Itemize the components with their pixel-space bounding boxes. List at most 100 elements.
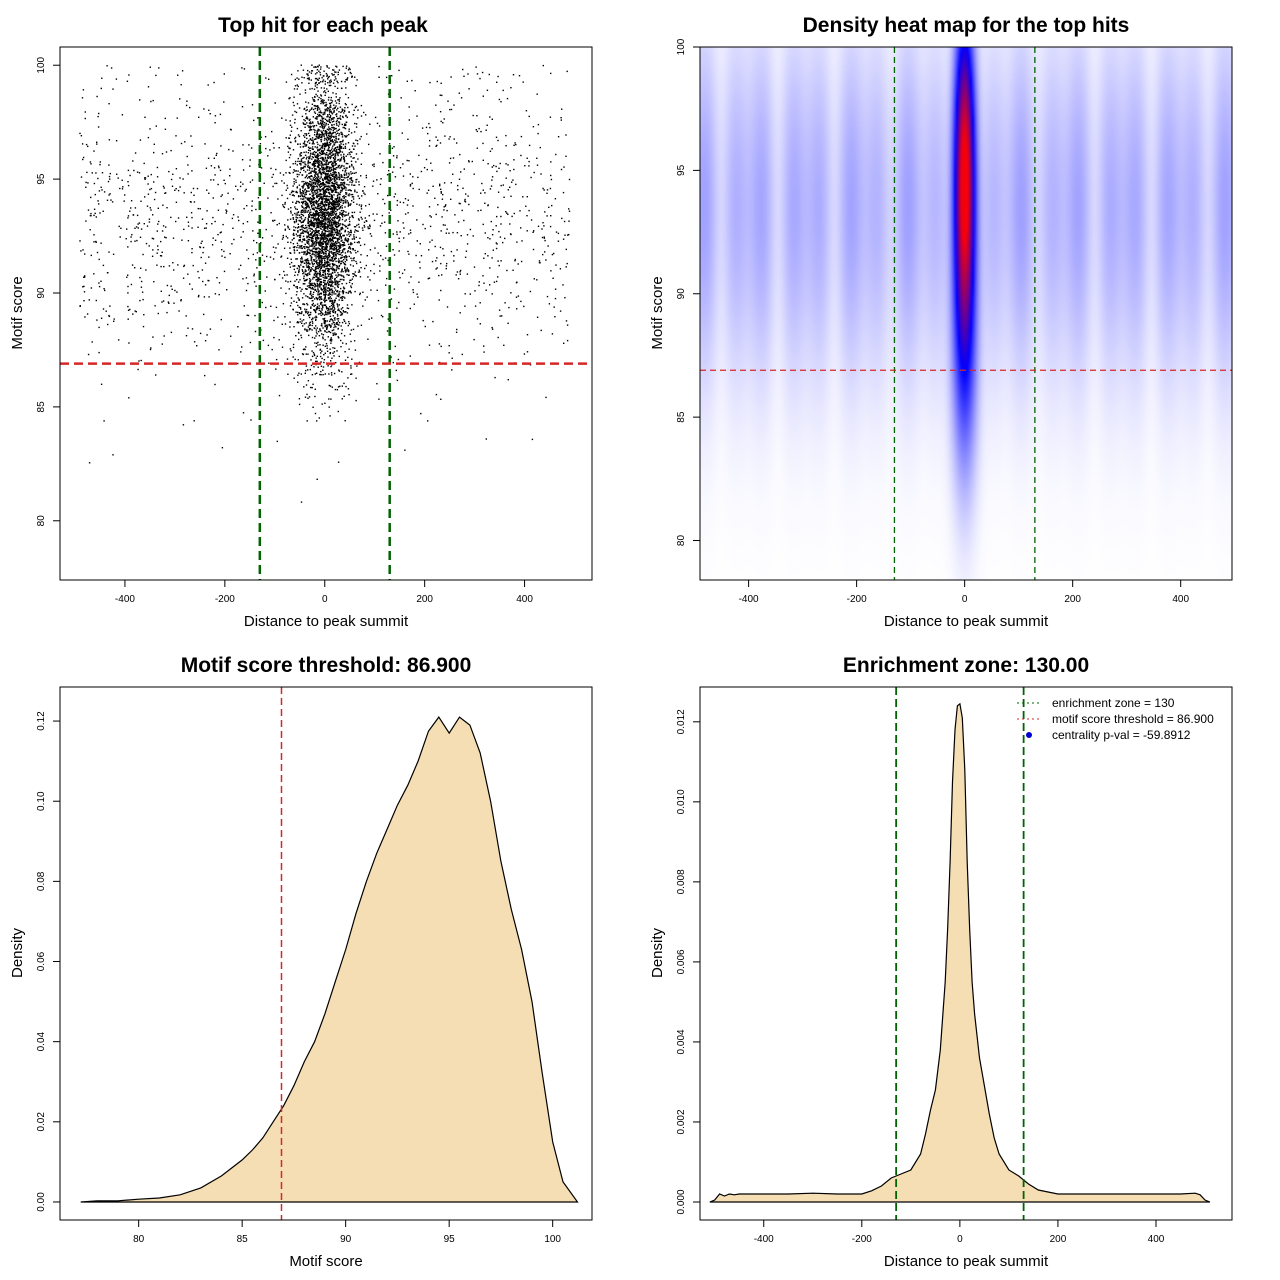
scatter-point <box>334 171 336 173</box>
scatter-point <box>297 230 299 232</box>
scatter-point <box>322 187 325 189</box>
scatter-point <box>316 224 318 227</box>
scatter-point <box>353 241 356 244</box>
scatter-point <box>322 223 324 225</box>
scatter-point <box>337 132 339 134</box>
scatter-point <box>304 251 306 253</box>
scatter-point <box>315 345 317 348</box>
scatter-point <box>537 225 540 227</box>
scatter-point <box>296 258 298 260</box>
scatter-point <box>264 290 266 292</box>
scatter-point <box>287 225 289 227</box>
scatter-point <box>408 233 410 235</box>
scatter-point <box>324 272 326 274</box>
scatter-point <box>301 206 304 208</box>
scatter-point <box>315 318 317 320</box>
scatter-point <box>318 273 321 276</box>
scatter-point <box>326 327 328 329</box>
scatter-point <box>305 295 307 297</box>
scatter-point <box>137 223 139 225</box>
scatter-point <box>325 226 328 228</box>
scatter-point <box>354 349 357 351</box>
scatter-point <box>321 200 324 203</box>
scatter-point <box>301 269 303 271</box>
scatter-point <box>344 107 346 109</box>
scatter-point <box>348 148 351 151</box>
scatter-point <box>451 369 453 371</box>
scatter-point <box>317 173 319 175</box>
scatter-point <box>335 163 338 165</box>
scatter-point <box>319 183 321 186</box>
scatter-point <box>316 133 318 136</box>
scatter-point <box>220 241 222 243</box>
scatter-point <box>290 252 292 254</box>
scatter-point <box>314 173 317 175</box>
scatter-point <box>305 258 308 261</box>
scatter-point <box>341 295 344 298</box>
scatter-point <box>568 178 571 181</box>
scatter-point <box>338 202 340 205</box>
scatter-point <box>315 228 317 230</box>
scatter-point <box>342 290 345 293</box>
scatter-point <box>304 372 306 374</box>
scatter-point <box>319 170 321 173</box>
scatter-point <box>312 247 314 249</box>
scatter-point <box>359 261 362 263</box>
scatter-point <box>309 161 311 164</box>
scatter-point <box>295 170 297 172</box>
scatter-point <box>314 269 316 271</box>
scatter-point <box>327 156 329 159</box>
scatter-point <box>150 100 152 103</box>
scatter-point <box>297 227 299 229</box>
scatter-point <box>342 169 344 172</box>
scatter-point <box>305 254 307 256</box>
scatter-point <box>301 288 303 290</box>
scatter-point <box>554 316 556 318</box>
scatter-point <box>278 394 281 397</box>
scatter-point <box>330 110 332 112</box>
scatter-point <box>335 206 338 208</box>
scatter-point <box>341 132 343 134</box>
scatter-point <box>315 250 317 253</box>
scatter-point <box>320 162 322 165</box>
scatter-point <box>315 254 317 256</box>
scatter-point <box>505 134 507 137</box>
scatter-point <box>332 303 334 306</box>
scatter-point <box>313 245 316 247</box>
scatter-point <box>301 320 303 322</box>
scatter-point <box>317 278 319 280</box>
scatter-point <box>322 240 324 243</box>
scatter-point <box>317 136 319 138</box>
scatter-point <box>330 169 332 172</box>
scatter-point <box>338 185 340 187</box>
scatter-point <box>315 268 317 271</box>
scatter-point <box>351 193 354 196</box>
scatter-point <box>329 308 332 310</box>
scatter-point <box>285 292 287 295</box>
scatter-point <box>323 172 325 174</box>
scatter-point <box>316 132 318 134</box>
scatter-point <box>342 182 344 184</box>
scatter-point <box>303 123 305 125</box>
scatter-point <box>332 263 334 266</box>
scatter-point <box>335 102 338 104</box>
scatter-point <box>398 301 400 304</box>
scatter-point <box>340 296 343 299</box>
scatter-point <box>315 230 318 233</box>
scatter-point <box>456 249 458 251</box>
scatter-point <box>247 257 250 260</box>
scatter-point <box>292 163 294 165</box>
scatter-point <box>335 151 338 153</box>
scatter-point <box>386 174 389 176</box>
scatter-point <box>325 161 327 164</box>
scatter-point <box>325 247 327 249</box>
scatter-point <box>330 360 332 362</box>
scatter-point <box>333 209 335 211</box>
scatter-point <box>322 183 325 185</box>
scatter-point <box>324 257 326 259</box>
scatter-point <box>298 268 300 270</box>
scatter-point <box>361 195 363 197</box>
scatter-point <box>340 256 343 259</box>
scatter-point <box>134 310 136 312</box>
scatter-point <box>317 106 320 109</box>
